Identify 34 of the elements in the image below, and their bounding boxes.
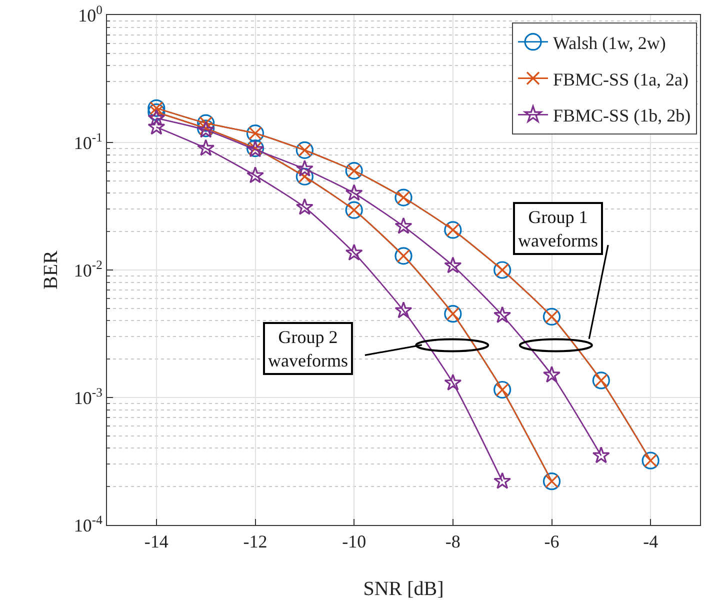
y-tick-label: 10$^{-2}$: [74, 258, 102, 280]
point: [148, 118, 166, 135]
legend-label: FBMC-SS (1b, 2b): [553, 106, 691, 126]
x-tick-label: -8: [445, 532, 460, 552]
point: [296, 160, 314, 177]
point: [444, 256, 462, 274]
point: [542, 366, 561, 383]
point: [494, 306, 512, 324]
x-tick-label: -4: [643, 532, 658, 552]
point: [148, 109, 166, 126]
point: [592, 446, 610, 464]
x-tick-label: -12: [243, 532, 268, 552]
x-axis-title: SNR [dB]: [363, 578, 444, 600]
annotation: Group 2 waveforms: [268, 327, 348, 370]
y-tick-label: 10$^{0}$: [78, 2, 102, 26]
y-axis-title: BER: [40, 250, 62, 290]
point: [345, 244, 363, 261]
x-tick-label: -14: [144, 532, 168, 552]
point: [246, 166, 264, 184]
y-tick-label: 10$^{-3}$: [74, 385, 102, 408]
point: [494, 472, 512, 489]
legend-label: FBMC-SS (1a, 2a): [553, 69, 689, 90]
point: [345, 184, 363, 201]
point: [197, 139, 215, 156]
x-tick-label: -6: [544, 532, 560, 552]
point: [444, 374, 462, 391]
annotation: Group 1 waveforms: [518, 207, 598, 250]
legend-label: Walsh (1w, 2w): [553, 32, 666, 53]
point: [394, 301, 412, 318]
point: [394, 217, 412, 234]
y-tick-label: 10$^{-1}$: [74, 130, 102, 153]
x-tick-label: -10: [342, 532, 366, 552]
point: [296, 198, 314, 215]
y-tick-label: 10$^{-4}$: [74, 512, 104, 536]
